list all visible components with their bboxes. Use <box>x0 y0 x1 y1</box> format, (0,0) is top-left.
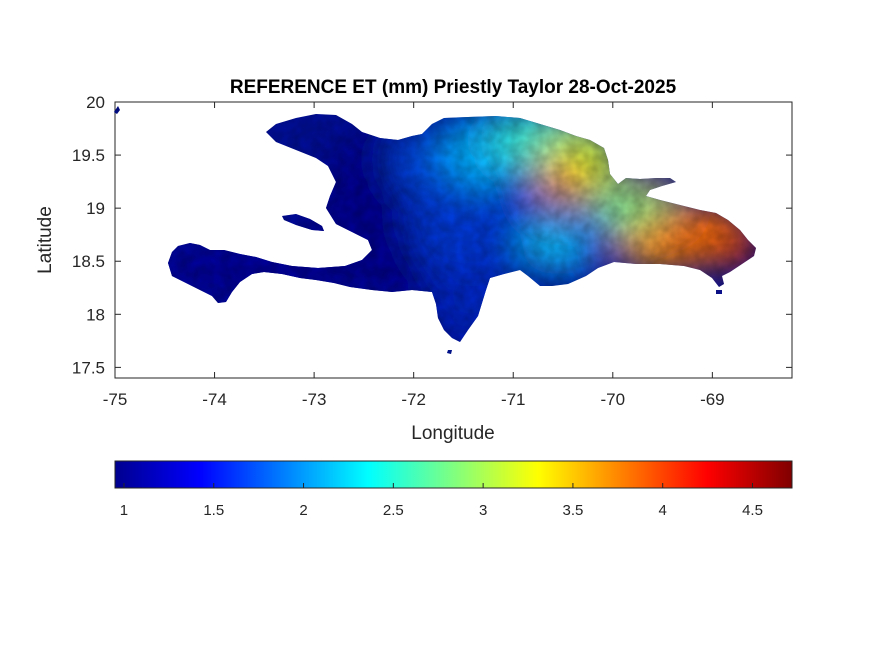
x-tick-label: -73 <box>302 390 327 409</box>
y-tick-label: 19 <box>86 199 105 218</box>
colorbar-ticks: 1 1.5 2 2.5 3 3.5 4 4.5 <box>120 483 763 519</box>
x-tick-label: -74 <box>202 390 227 409</box>
x-tick-label: -71 <box>501 390 526 409</box>
y-tick-label: 17.5 <box>72 358 105 377</box>
y-tick-label: 20 <box>86 93 105 112</box>
colorbar-tick-label: 3.5 <box>562 502 583 519</box>
y-axis-label: Latitude <box>35 206 56 274</box>
x-tick-label: -75 <box>103 390 128 409</box>
colorbar-tick-label: 1 <box>120 502 128 519</box>
y-axis: 20 19.5 19 18.5 18 17.5 <box>72 93 792 377</box>
x-tick-label: -70 <box>601 390 626 409</box>
colorbar <box>114 460 793 489</box>
y-tick-label: 18.5 <box>72 252 105 271</box>
chart-title: REFERENCE ET (mm) Priestly Taylor 28-Oct… <box>230 77 677 98</box>
colorbar-tick-label: 4.5 <box>742 502 763 519</box>
x-tick-label: -72 <box>401 390 426 409</box>
colorbar-tick-label: 1.5 <box>203 502 224 519</box>
x-tick-label: -69 <box>700 390 725 409</box>
colorbar-tick-label: 2 <box>299 502 307 519</box>
x-axis-label: Longitude <box>411 423 494 444</box>
colorbar-tick-label: 3 <box>479 502 487 519</box>
y-tick-label: 19.5 <box>72 146 105 165</box>
x-axis: -75 -74 -73 -72 -71 -70 -69 <box>103 102 725 409</box>
colorbar-tick-label: 2.5 <box>383 502 404 519</box>
y-tick-label: 18 <box>86 305 105 324</box>
colorbar-tick-label: 4 <box>659 502 667 519</box>
